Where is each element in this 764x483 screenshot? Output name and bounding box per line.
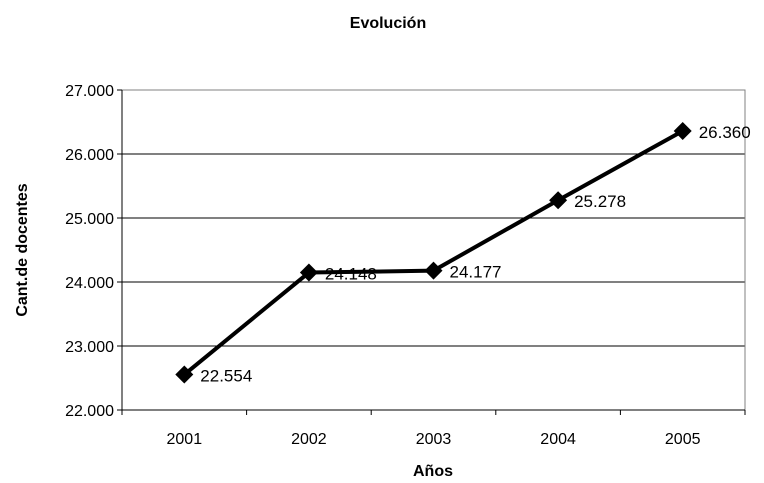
data-point-marker <box>424 261 443 280</box>
x-tick-label: 2004 <box>540 431 576 448</box>
y-tick-label: 22.000 <box>65 403 114 420</box>
data-label: 24.177 <box>450 263 502 282</box>
data-point-marker <box>175 365 194 384</box>
data-label: 26.360 <box>699 123 751 142</box>
x-tick-label: 2001 <box>167 431 203 448</box>
data-point-marker <box>673 121 692 140</box>
series-line <box>183 129 684 377</box>
series-group <box>175 121 692 384</box>
y-tick-label: 24.000 <box>65 275 114 292</box>
data-label: 24.148 <box>325 265 377 284</box>
axes <box>117 89 746 415</box>
y-tick-label: 23.000 <box>65 339 114 356</box>
chart-title: Evolución <box>350 15 426 32</box>
data-label: 25.278 <box>574 192 626 211</box>
y-tick-labels: 22.000 23.000 24.000 25.000 26.000 27.000 <box>65 83 114 420</box>
x-tick-label: 2003 <box>416 431 452 448</box>
x-tick-label: 2005 <box>665 431 701 448</box>
y-tick-label: 27.000 <box>65 83 114 100</box>
plot-area <box>121 89 746 411</box>
x-tick-labels: 2001 2002 2003 2004 2005 <box>167 431 701 448</box>
x-tick-label: 2002 <box>291 431 327 448</box>
data-label: 22.554 <box>200 367 252 386</box>
data-point-marker <box>299 263 318 282</box>
gridlines <box>122 89 745 347</box>
y-tick-label: 25.000 <box>65 211 114 228</box>
y-tick-label: 26.000 <box>65 147 114 164</box>
y-axis-title: Cant.de docentes <box>14 183 31 316</box>
data-point-marker <box>549 191 568 210</box>
x-axis-title: Años <box>413 463 453 480</box>
data-labels: 22.554 24.148 24.177 25.278 26.360 <box>200 123 750 386</box>
